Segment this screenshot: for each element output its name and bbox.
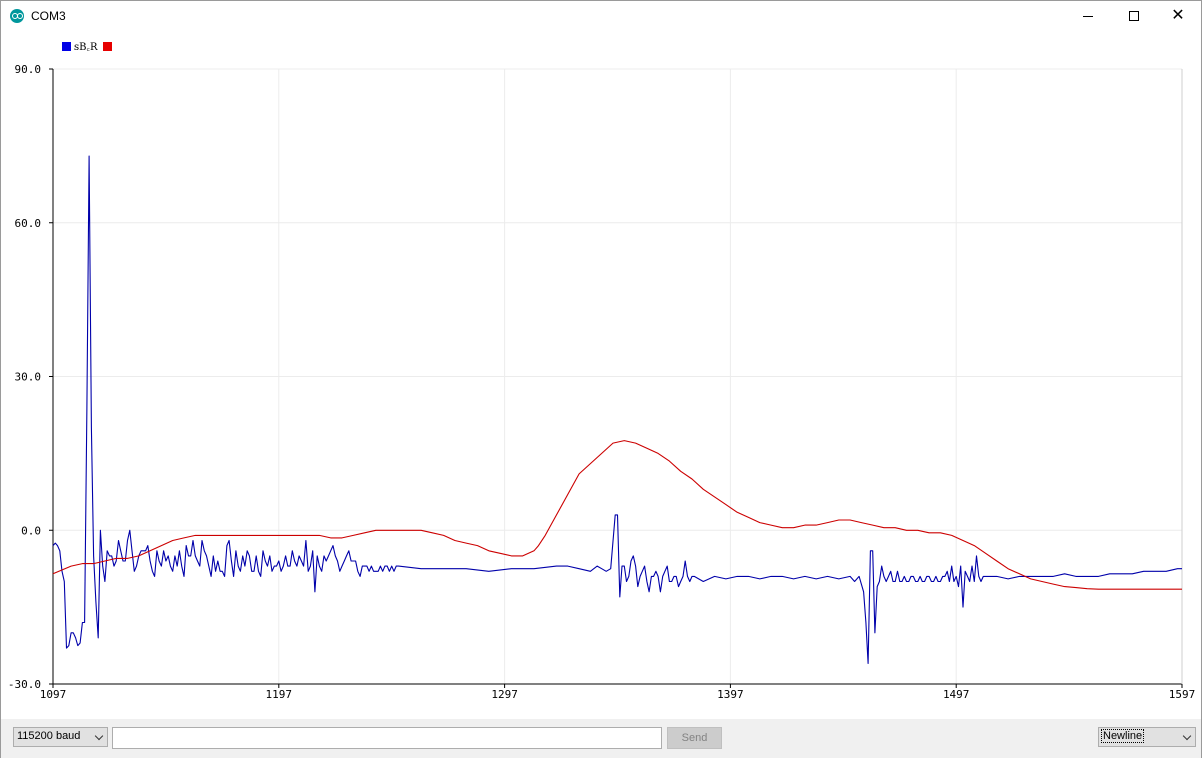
chevron-down-icon — [94, 731, 104, 741]
minimize-button[interactable] — [1065, 1, 1111, 31]
series-line-red — [52, 440, 1182, 590]
y-tick-label: 60.0 — [15, 217, 42, 230]
chevron-down-icon — [1182, 731, 1192, 741]
x-tick-label: 1597 — [1169, 688, 1196, 701]
plot-series — [52, 155, 1182, 665]
x-tick-label: 1097 — [40, 688, 67, 701]
maximize-icon — [1129, 11, 1139, 21]
y-tick-label: 30.0 — [15, 371, 42, 384]
x-tick-label: 1497 — [943, 688, 970, 701]
close-button[interactable]: ✕ — [1155, 1, 1201, 31]
title-bar[interactable]: COM3 ✕ — [1, 1, 1201, 31]
bottom-toolbar: 115200 baud Send Newline — [1, 719, 1201, 758]
line-ending-select[interactable]: Newline — [1098, 727, 1196, 747]
close-icon: ✕ — [1171, 7, 1185, 24]
minimize-icon — [1083, 15, 1093, 17]
arduino-icon — [10, 9, 24, 23]
series-line-blue — [52, 155, 1182, 665]
plot-grid — [52, 68, 1183, 685]
x-tick-label: 1197 — [266, 688, 293, 701]
window-title: COM3 — [31, 9, 66, 23]
legend-swatch-red — [103, 42, 112, 51]
y-tick-label: 0.0 — [21, 524, 41, 537]
line-ending-value: Newline — [1101, 729, 1145, 743]
x-tick-label: 1397 — [717, 688, 744, 701]
y-tick-label: -30.0 — [8, 678, 41, 691]
message-input[interactable] — [112, 727, 662, 749]
legend-label: ꜱB꜀R — [74, 42, 98, 53]
baud-rate-select[interactable]: 115200 baud — [13, 727, 108, 747]
baud-rate-value: 115200 baud — [17, 730, 81, 742]
y-tick-label: 90.0 — [15, 63, 42, 76]
maximize-button[interactable] — [1111, 1, 1157, 31]
x-tick-label: 1297 — [491, 688, 518, 701]
send-button[interactable]: Send — [667, 727, 722, 749]
legend-swatch-blue — [62, 42, 71, 51]
